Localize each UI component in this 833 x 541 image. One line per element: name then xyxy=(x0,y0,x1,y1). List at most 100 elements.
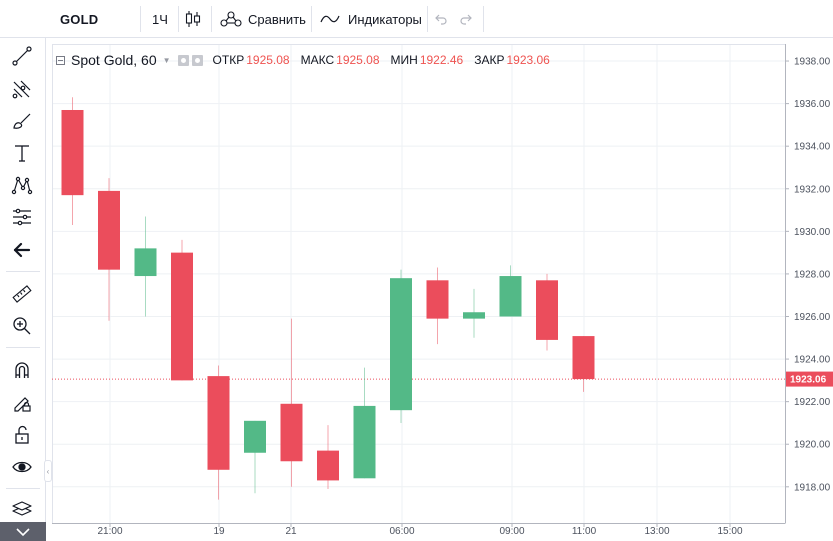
close-value: 1923.06 xyxy=(506,53,550,67)
candle-body xyxy=(426,280,449,319)
candle[interactable] xyxy=(426,267,449,345)
candle-body xyxy=(98,190,120,270)
compare-label: Сравнить xyxy=(248,11,306,27)
symbol-label: GOLD xyxy=(60,11,99,27)
price-tick-label: 1926.00 xyxy=(794,312,831,323)
hide-series-icon[interactable] xyxy=(177,54,189,66)
candle-body xyxy=(317,450,339,481)
price-tick-label: 1922.00 xyxy=(794,397,831,408)
chart-pane[interactable]: 1918.00 1920.00 1922.00 1924.00 1926.00 1928.… xyxy=(52,44,833,541)
candle[interactable] xyxy=(317,425,339,489)
undo-button[interactable] xyxy=(434,0,448,38)
candle-body xyxy=(463,312,485,319)
series-legend: Spot Gold, 60 ▼ ОТКР 1925.08 МАКС 1925.0… xyxy=(56,52,561,68)
high-label: МАКС xyxy=(300,53,335,67)
candle-body xyxy=(207,376,230,470)
pattern-icon[interactable] xyxy=(10,173,34,197)
candle[interactable] xyxy=(280,318,303,487)
series-settings-icon[interactable] xyxy=(191,54,203,66)
candle-body xyxy=(390,278,412,411)
last-price-label: 1923.06 xyxy=(790,375,827,386)
open-value: 1925.08 xyxy=(246,53,290,67)
redo-icon xyxy=(460,14,472,25)
candle-body xyxy=(499,276,522,317)
price-tick-label: 1938.00 xyxy=(794,57,831,68)
chart-type-button[interactable] xyxy=(185,0,207,38)
collapse-legend-icon[interactable] xyxy=(56,55,65,65)
candle[interactable] xyxy=(98,178,120,321)
time-tick-label: 21 xyxy=(285,526,297,537)
toolbar-toggle-handle[interactable]: ‹ xyxy=(44,460,52,482)
drawing-toolbar xyxy=(0,0,46,541)
price-tick-label: 1932.00 xyxy=(794,184,831,195)
candlestick-chart[interactable]: 1918.00 1920.00 1922.00 1924.00 1926.00 1928.… xyxy=(52,44,833,541)
candle-body xyxy=(280,403,303,462)
last-price-badge xyxy=(786,371,833,387)
candle[interactable] xyxy=(134,216,157,317)
price-tick-label: 1920.00 xyxy=(794,440,831,451)
unlock-icon[interactable] xyxy=(10,423,34,447)
candle-body xyxy=(536,280,558,340)
time-axis: 21:00 19 21 06:00 09:00 11:00 13:00 15:00 xyxy=(52,523,786,537)
compare-icon xyxy=(220,11,242,27)
time-tick-label: 09:00 xyxy=(499,526,524,537)
indicators-label: Индикаторы xyxy=(348,11,422,27)
prediction-icon[interactable] xyxy=(10,205,34,229)
indicators-button[interactable]: Индикаторы xyxy=(320,0,422,38)
symbol-search-button[interactable]: GOLD xyxy=(60,0,98,38)
candle[interactable] xyxy=(244,420,266,494)
top-toolbar: GOLD 1Ч Сравнить Индикаторы xyxy=(0,0,833,38)
price-tick-label: 1924.00 xyxy=(794,355,831,366)
candle[interactable] xyxy=(390,269,412,423)
time-tick-label: 06:00 xyxy=(389,526,414,537)
candle[interactable] xyxy=(463,288,485,338)
candle[interactable] xyxy=(536,273,558,351)
close-label: ЗАКР xyxy=(474,53,505,67)
low-label: МИН xyxy=(390,53,418,67)
time-tick-label: 13:00 xyxy=(644,526,669,537)
compare-button[interactable]: Сравнить xyxy=(220,0,306,38)
trend-line-icon[interactable] xyxy=(10,44,34,68)
ruler-icon[interactable] xyxy=(10,282,34,306)
candle[interactable] xyxy=(499,265,522,317)
chevron-down-icon xyxy=(16,527,30,536)
high-value: 1925.08 xyxy=(336,53,380,67)
time-tick-label: 11:00 xyxy=(572,526,597,537)
brush-icon[interactable] xyxy=(10,109,34,133)
candles-icon xyxy=(185,11,201,27)
price-tick-label: 1918.00 xyxy=(794,482,831,493)
indicators-icon xyxy=(320,15,340,23)
collapse-toolbar-button[interactable] xyxy=(0,522,46,541)
open-label: ОТКР xyxy=(212,53,245,67)
time-tick-label: 21:00 xyxy=(97,526,122,537)
dropdown-arrow-icon[interactable]: ▼ xyxy=(162,55,171,65)
price-tick-label: 1936.00 xyxy=(794,99,831,110)
redo-button[interactable] xyxy=(459,0,473,38)
interval-button[interactable]: 1Ч xyxy=(152,0,168,38)
magnet-icon[interactable] xyxy=(10,358,34,382)
candle-body xyxy=(572,336,595,380)
price-tick-label: 1928.00 xyxy=(794,269,831,280)
eye-icon[interactable] xyxy=(10,455,34,479)
interval-label: 1Ч xyxy=(152,11,168,27)
text-icon[interactable] xyxy=(10,141,34,165)
series-title[interactable]: Spot Gold, 60 xyxy=(71,52,157,68)
lock-drawing-icon[interactable] xyxy=(10,391,34,415)
price-axis: 1918.00 1920.00 1922.00 1924.00 1926.00 1928.… xyxy=(785,44,833,523)
layers-icon[interactable] xyxy=(10,497,34,521)
pitchfork-icon[interactable] xyxy=(10,77,34,101)
candle[interactable] xyxy=(572,336,595,392)
low-value: 1922.46 xyxy=(419,53,464,67)
candle[interactable] xyxy=(353,367,376,479)
candle[interactable] xyxy=(207,365,230,500)
candle[interactable] xyxy=(61,97,84,225)
candle[interactable] xyxy=(171,239,193,381)
candles xyxy=(61,97,595,500)
candle-body xyxy=(353,405,376,479)
zoom-in-icon[interactable] xyxy=(10,314,34,338)
time-tick-label: 15:00 xyxy=(717,526,742,537)
back-arrow-icon[interactable] xyxy=(10,238,34,262)
candle-body xyxy=(244,420,266,453)
candle-body xyxy=(171,252,193,381)
time-tick-label: 19 xyxy=(213,526,225,537)
